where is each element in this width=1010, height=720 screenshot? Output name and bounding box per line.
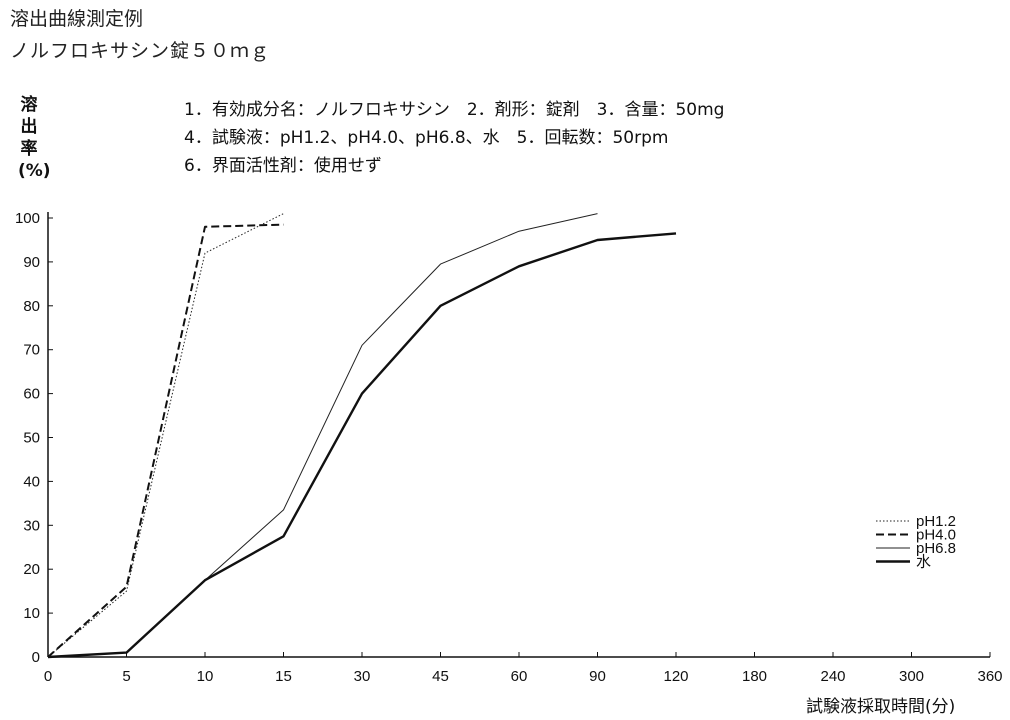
y-tick-label: 80 (23, 298, 40, 315)
axes: 0 10 20 30 40 50 60 70 80 90 100 0 5 10 15 30 45 60 90 120 1… (15, 210, 1003, 685)
y-tick-label: 100 (15, 210, 40, 227)
y-tick-label: 0 (32, 649, 40, 666)
x-axis-label: 試験液採取時間(分) (806, 697, 956, 717)
series-line-2 (47, 223, 284, 658)
series-line-3 (47, 213, 598, 658)
y-tick-label: 10 (23, 605, 40, 622)
legend-label: pH4.0 (916, 527, 956, 544)
x-tick-label: 180 (742, 668, 767, 685)
condition-line-2: 4．試験液：pH1.2、pH4.0、pH6.8、水 5．回転数：50rpm (184, 128, 669, 148)
x-tick-label: 360 (977, 668, 1002, 685)
series-lines (47, 213, 677, 659)
y-tick-label: 70 (23, 342, 40, 359)
legend-label: pH1.2 (916, 513, 956, 530)
x-tick-label: 10 (197, 668, 214, 685)
series-line-4 (47, 232, 677, 659)
x-tick-label: 15 (275, 668, 292, 685)
y-tick-label: 50 (23, 430, 40, 447)
x-tick-label: 240 (820, 668, 845, 685)
test-conditions: 1．有効成分名：ノルフロキサシン 2．剤形：錠剤 3．含量：50mg 4．試験液… (184, 96, 724, 180)
condition-line-1: 1．有効成分名：ノルフロキサシン 2．剤形：錠剤 3．含量：50mg (184, 100, 725, 120)
x-tick-label: 60 (511, 668, 528, 685)
y-tick-label: 90 (23, 254, 40, 271)
chart-subtitle: ノルフロキサシン錠５０ｍｇ (10, 40, 271, 62)
condition-line-3: 6．界面活性剤：使用せず (184, 156, 382, 176)
y-tick-label: 30 (23, 517, 40, 534)
x-tick-label: 45 (432, 668, 449, 685)
legend-label: 水 (916, 554, 931, 571)
x-tick-label: 120 (663, 668, 688, 685)
x-tick-label: 300 (899, 668, 924, 685)
y-tick-label: 40 (23, 473, 40, 490)
chart-title: 溶出曲線測定例 (10, 8, 144, 30)
x-tick-label: 30 (354, 668, 371, 685)
x-tick-label: 90 (589, 668, 606, 685)
y-tick-label: 20 (23, 561, 40, 578)
y-tick-label: 60 (23, 386, 40, 403)
x-tick-label: 5 (122, 668, 130, 685)
x-tick-label: 0 (44, 668, 52, 685)
series-line-1 (47, 213, 284, 658)
legend-label: pH6.8 (916, 540, 956, 557)
